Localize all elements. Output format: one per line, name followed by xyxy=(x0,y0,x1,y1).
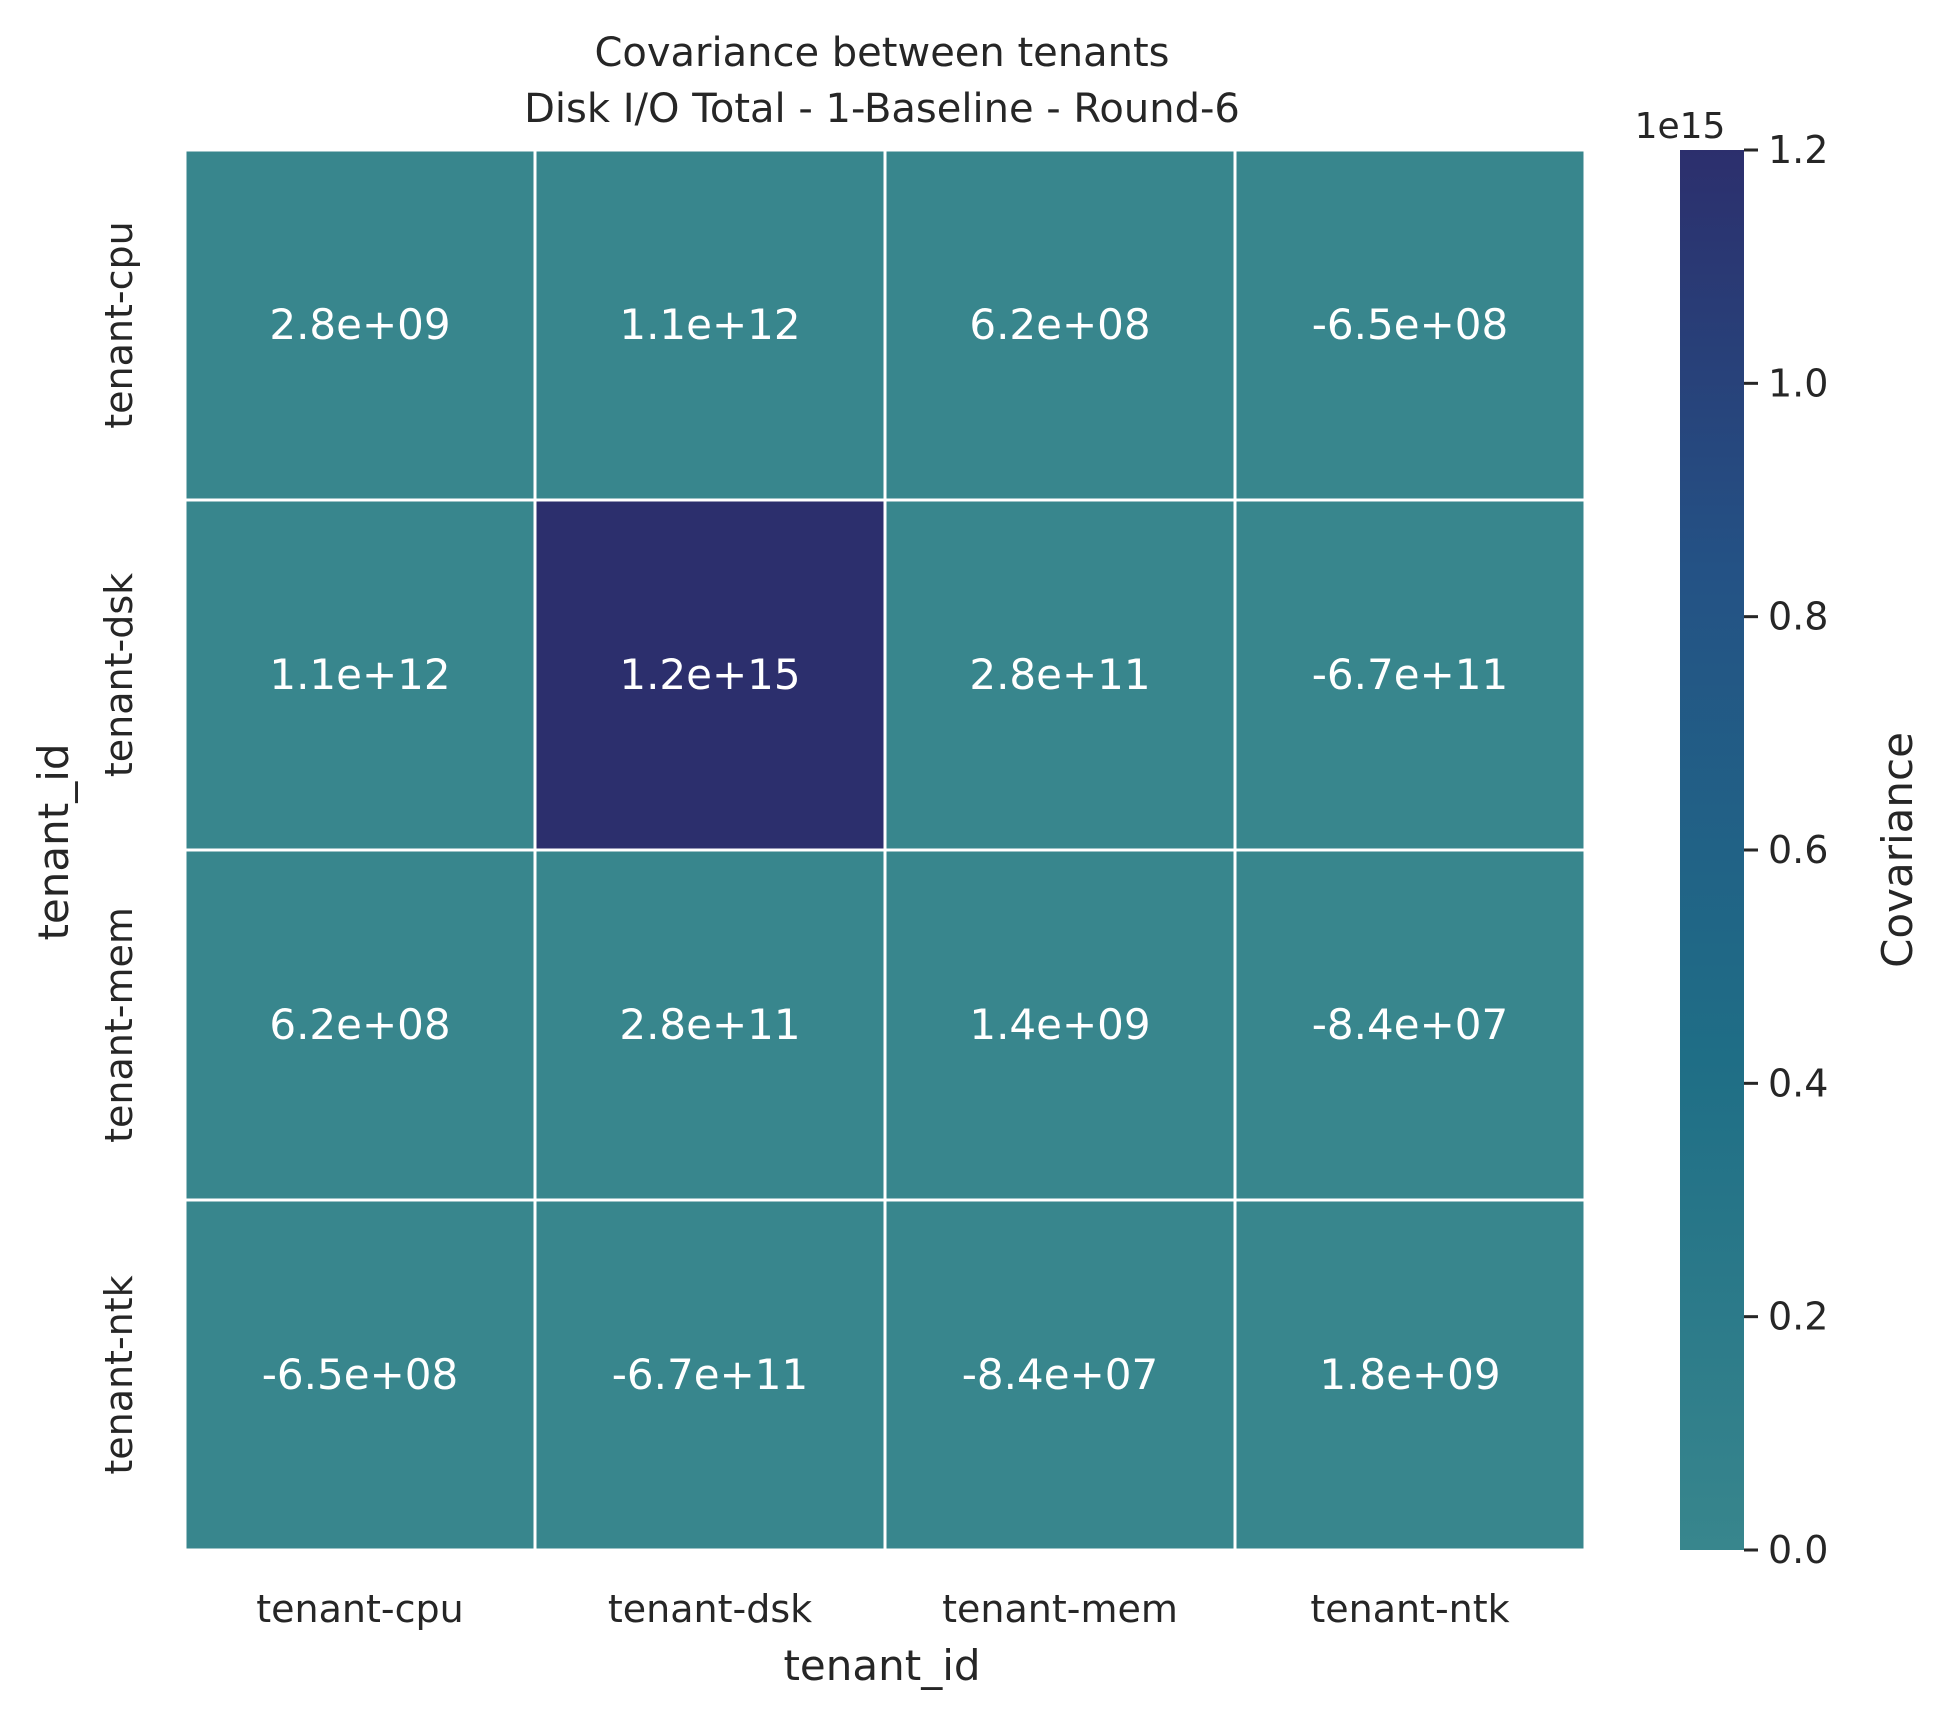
colorbar-offset-text: 1e15 xyxy=(1635,106,1726,147)
colorbar-tick-label: 0.8 xyxy=(1768,595,1828,639)
colorbar-tick-label: 0.2 xyxy=(1768,1295,1828,1339)
heatmap-cell-label: 6.2e+08 xyxy=(969,300,1150,349)
heatmap-cell-label: -8.4e+07 xyxy=(962,1350,1158,1399)
x-tick-labels: tenant-cpu tenant-dsk tenant-mem tenant-ntk xyxy=(256,1587,1509,1631)
heatmap-cell xyxy=(1233,148,1587,502)
colorbar-tick-label: 0.4 xyxy=(1768,1061,1828,1105)
chart-subtitle: Disk I/O Total - 1-Baseline - Round-6 xyxy=(524,86,1240,132)
colorbar-tick-label: 1.2 xyxy=(1768,128,1828,172)
y-axis-label: tenant_id xyxy=(29,743,78,940)
y-tick-label: tenant-mem xyxy=(97,907,141,1143)
heatmap-cell-label: -6.7e+11 xyxy=(1312,650,1508,699)
y-tick-label: tenant-cpu xyxy=(97,221,141,428)
heatmap-cell-label: 1.2e+15 xyxy=(619,650,800,699)
heatmap-cell-label: 1.1e+12 xyxy=(269,650,450,699)
heatmap-cell-labels: 2.8e+09 1.1e+12 6.2e+08 -6.5e+08 1.1e+12 1.2e… xyxy=(262,300,1508,1399)
chart-title: Covariance between tenants xyxy=(594,30,1169,76)
heatmap-cell xyxy=(533,148,887,502)
colorbar-label: Covariance xyxy=(1873,732,1922,968)
x-tick-label: tenant-ntk xyxy=(1310,1587,1509,1631)
heatmap-cell xyxy=(1233,498,1587,852)
heatmap-cell-label: -6.7e+11 xyxy=(612,1350,808,1399)
heatmap-cell xyxy=(533,1198,887,1552)
y-tick-label: tenant-ntk xyxy=(97,1275,141,1474)
x-axis-label: tenant_id xyxy=(783,1641,980,1690)
colorbar xyxy=(1680,150,1744,1550)
heatmap-cell-label: 2.8e+09 xyxy=(269,300,450,349)
heatmap-cell xyxy=(883,148,1237,502)
heatmap-cell-label: 1.1e+12 xyxy=(619,300,800,349)
colorbar-tick-label: 1.0 xyxy=(1768,361,1828,405)
heatmap-cell xyxy=(533,498,887,852)
y-tick-label: tenant-dsk xyxy=(97,573,141,777)
heatmap-cell-label: 2.8e+11 xyxy=(969,650,1150,699)
heatmap-cell xyxy=(183,148,537,502)
heatmap-cell xyxy=(1233,1198,1587,1552)
heatmap-cell xyxy=(1233,848,1587,1202)
x-tick-label: tenant-mem xyxy=(942,1587,1178,1631)
heatmap-cell-label: -6.5e+08 xyxy=(1312,300,1508,349)
heatmap-cell xyxy=(533,848,887,1202)
heatmap-cell-label: 6.2e+08 xyxy=(269,1000,450,1049)
x-tick-label: tenant-cpu xyxy=(256,1587,463,1631)
heatmap-cell-label: 1.4e+09 xyxy=(969,1000,1150,1049)
colorbar-tick-label: 0.0 xyxy=(1768,1528,1828,1572)
heatmap-cell xyxy=(883,1198,1237,1552)
heatmap-cell xyxy=(183,498,537,852)
heatmap-cell-label: 2.8e+11 xyxy=(619,1000,800,1049)
heatmap-cell-label: 1.8e+09 xyxy=(1319,1350,1500,1399)
heatmap-cell xyxy=(183,1198,537,1552)
y-tick-labels: tenant-cpu tenant-dsk tenant-mem tenant-ntk xyxy=(97,221,141,1474)
heatmap-cell-label: -8.4e+07 xyxy=(1312,1000,1508,1049)
colorbar-ticks: 0.0 0.2 0.4 0.6 0.8 1.0 1.2 xyxy=(1744,128,1828,1572)
heatmap-cells xyxy=(183,148,1587,1552)
x-tick-label: tenant-dsk xyxy=(608,1587,812,1631)
colorbar-tick-label: 0.6 xyxy=(1768,828,1828,872)
heatmap-cell-label: -6.5e+08 xyxy=(262,1350,458,1399)
